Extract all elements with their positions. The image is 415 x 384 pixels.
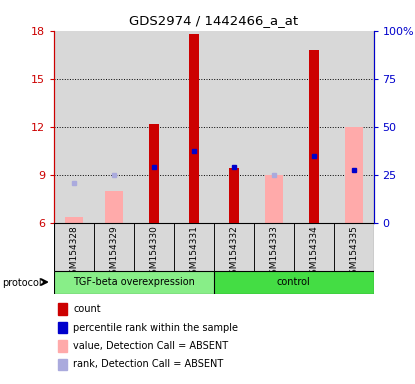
Text: percentile rank within the sample: percentile rank within the sample [73, 323, 239, 333]
Bar [294, 223, 334, 271]
Bar [294, 223, 334, 271]
Bar [214, 31, 254, 223]
Bar [134, 31, 174, 223]
Bar [149, 124, 159, 223]
Text: GSM154333: GSM154333 [269, 225, 278, 280]
Bar [214, 223, 254, 271]
Text: GSM154328: GSM154328 [69, 225, 78, 280]
Bar [54, 223, 94, 271]
Title: GDS2974 / 1442466_a_at: GDS2974 / 1442466_a_at [129, 14, 298, 27]
Bar [174, 223, 214, 271]
Text: GSM154335: GSM154335 [349, 225, 358, 280]
Text: value, Detection Call = ABSENT: value, Detection Call = ABSENT [73, 341, 229, 351]
Bar [254, 223, 294, 271]
Text: GSM154329: GSM154329 [110, 225, 118, 280]
Bar [134, 223, 174, 271]
Bar [334, 223, 374, 271]
Bar [94, 31, 134, 223]
Text: count: count [73, 304, 101, 314]
Text: GSM154334: GSM154334 [309, 225, 318, 280]
Bar [54, 223, 94, 271]
Bar [254, 223, 294, 271]
Text: GSM154331: GSM154331 [189, 225, 198, 280]
Text: protocol: protocol [2, 278, 42, 288]
Bar [334, 223, 374, 271]
Bar [54, 271, 214, 294]
Bar [174, 223, 214, 271]
Bar [344, 127, 363, 223]
Bar [214, 271, 374, 294]
Text: GSM154330: GSM154330 [149, 225, 158, 280]
Text: TGF-beta overexpression: TGF-beta overexpression [73, 277, 195, 287]
Bar [54, 31, 94, 223]
Bar [334, 31, 374, 223]
Bar [265, 175, 283, 223]
Bar [309, 50, 319, 223]
Bar [294, 31, 334, 223]
Text: rank, Detection Call = ABSENT: rank, Detection Call = ABSENT [73, 359, 224, 369]
Bar [94, 223, 134, 271]
Text: control: control [277, 277, 310, 287]
Bar [105, 191, 123, 223]
Bar [254, 31, 294, 223]
Bar [174, 31, 214, 223]
Bar [94, 223, 134, 271]
Bar [65, 217, 83, 223]
Bar [214, 223, 254, 271]
Bar [134, 223, 174, 271]
Text: GSM154332: GSM154332 [229, 225, 238, 280]
Bar [229, 168, 239, 223]
Bar [189, 34, 199, 223]
